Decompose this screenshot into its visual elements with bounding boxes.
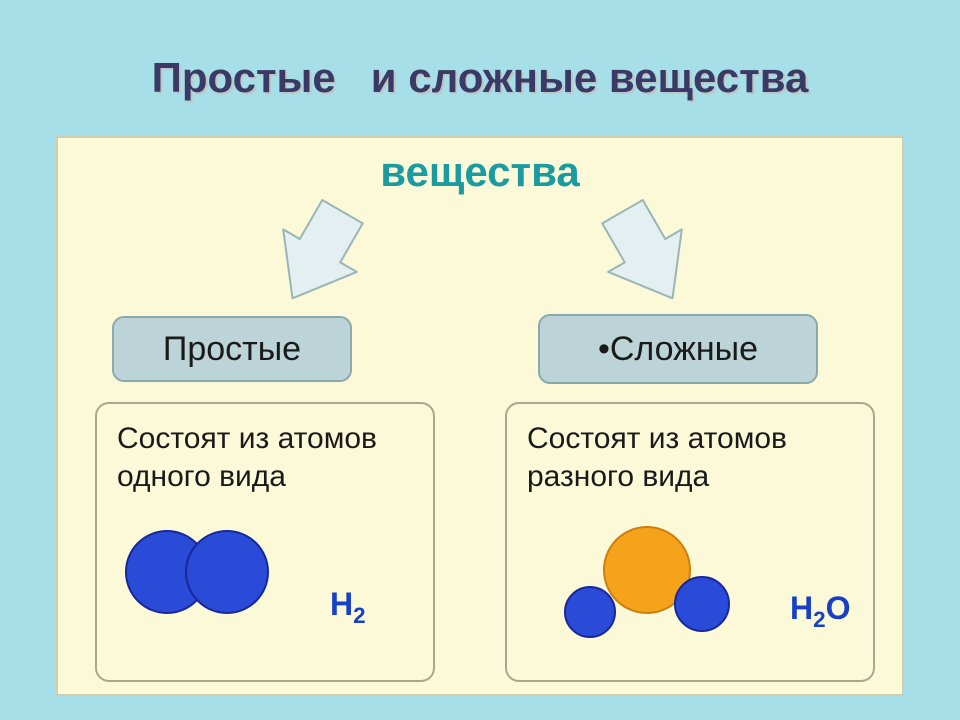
atom bbox=[185, 530, 269, 614]
atom bbox=[564, 586, 616, 638]
formula-h2o: H2O bbox=[790, 590, 850, 627]
category-simple-label: Простые bbox=[163, 330, 301, 369]
category-simple-box: Простые bbox=[112, 316, 352, 382]
atom bbox=[674, 576, 730, 632]
description-complex-box: Состоят из атомов разного вида bbox=[505, 402, 875, 682]
description-simple-text: Состоят из атомов одного вида bbox=[117, 420, 413, 495]
formula-h2: H2 bbox=[330, 586, 366, 623]
bullet-icon: • bbox=[598, 330, 610, 368]
subheader: вещества bbox=[300, 148, 660, 196]
description-complex-text: Состоят из атомов разного вида bbox=[527, 420, 853, 495]
category-complex-label: •Сложные bbox=[598, 330, 758, 369]
main-title: Простые и сложные вещества bbox=[0, 54, 960, 102]
category-complex-box: •Сложные bbox=[538, 314, 818, 384]
diagram-stage: Простые и сложные вещества Простые и сло… bbox=[0, 0, 960, 720]
